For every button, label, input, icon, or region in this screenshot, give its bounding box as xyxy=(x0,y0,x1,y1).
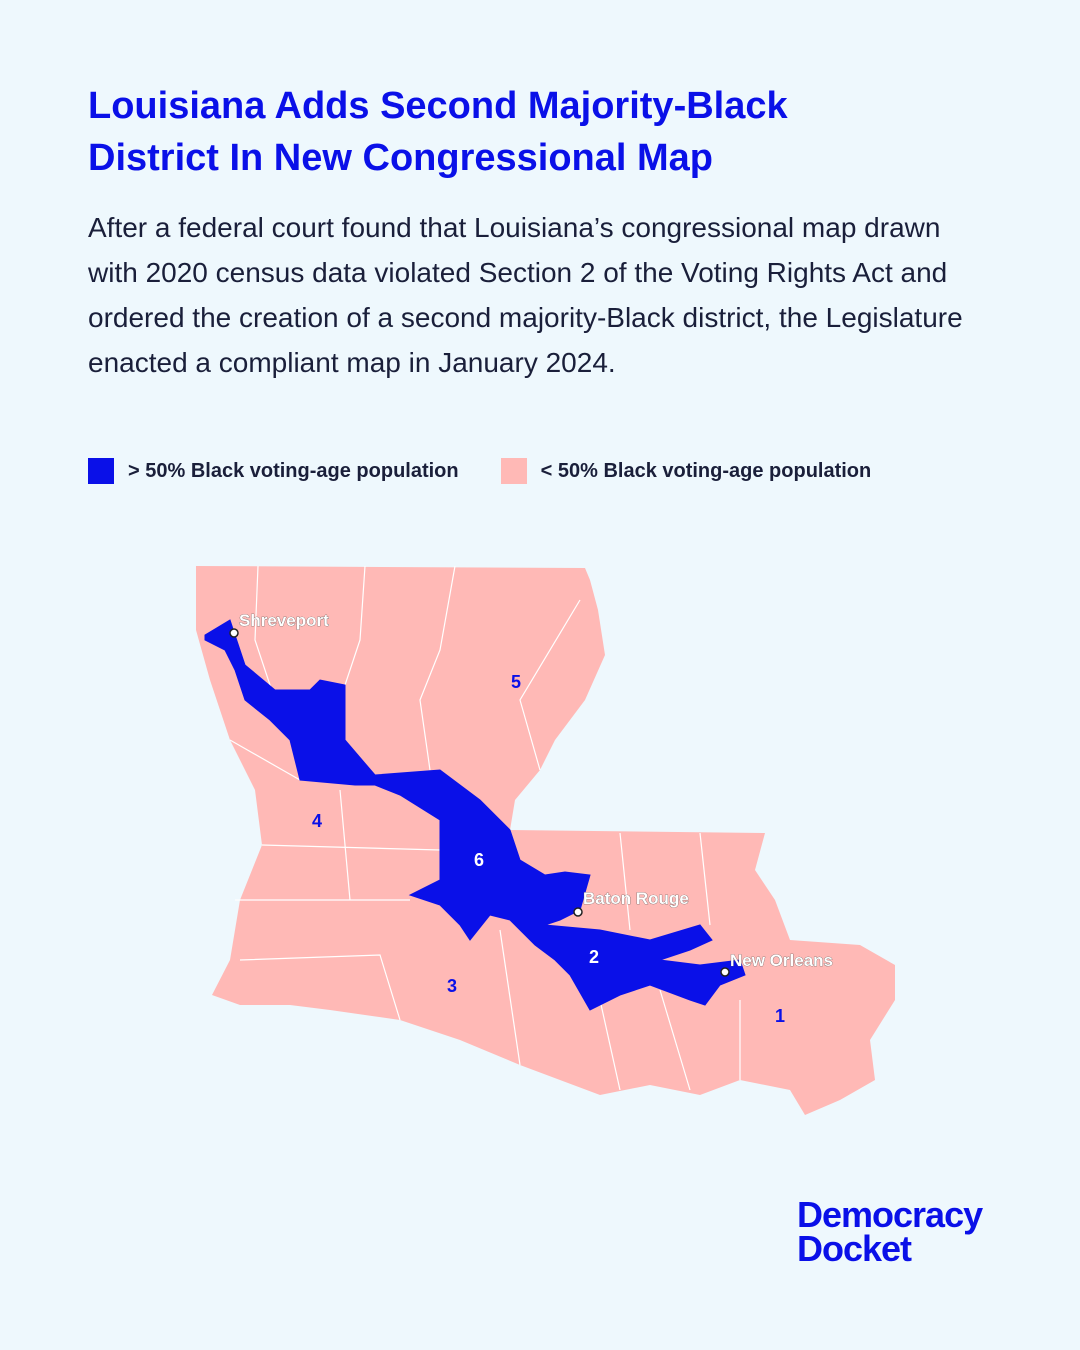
city-label: New Orleans xyxy=(730,951,833,970)
district-label: 5 xyxy=(511,672,521,692)
legend-item: < 50% Black voting-age population xyxy=(500,458,872,484)
state-shape xyxy=(196,566,895,1115)
county-lines xyxy=(229,565,741,1091)
city-marker xyxy=(573,907,583,917)
legend-label: < 50% Black voting-age population xyxy=(540,459,872,482)
district-label: 1 xyxy=(775,1006,785,1026)
city-label: Baton Rouge xyxy=(583,889,689,908)
map: 5 4 6 3 2 1 Shreveport Baton Rouge New O… xyxy=(196,565,895,1115)
majority-black-district xyxy=(204,619,746,1011)
brand-line: Docket xyxy=(797,1228,912,1269)
legend-swatch xyxy=(88,458,114,484)
legend-item: > 50% Black voting-age population xyxy=(88,458,459,484)
district-label: 2 xyxy=(589,947,599,967)
city-marker xyxy=(229,628,239,638)
city-marker xyxy=(720,967,730,977)
legend: > 50% Black voting-age population < 50% … xyxy=(88,458,871,484)
district-label: 4 xyxy=(312,811,322,831)
description: After a federal court found that Louisia… xyxy=(88,212,963,378)
district-label: 3 xyxy=(447,976,457,996)
district-label: 6 xyxy=(474,850,484,870)
city-label: Shreveport xyxy=(239,611,329,630)
legend-swatch xyxy=(500,458,527,484)
brand-logo: Democracy Docket xyxy=(797,1194,983,1269)
legend-label: > 50% Black voting-age population xyxy=(128,459,459,482)
title: Louisiana Adds Second Majority-Black Dis… xyxy=(88,85,788,179)
brand-line: Democracy xyxy=(797,1194,983,1235)
